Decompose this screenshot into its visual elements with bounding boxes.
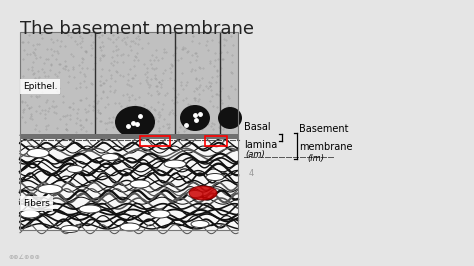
- Ellipse shape: [150, 210, 170, 218]
- FancyBboxPatch shape: [20, 32, 238, 230]
- Ellipse shape: [79, 205, 101, 213]
- Ellipse shape: [189, 186, 217, 200]
- Ellipse shape: [187, 190, 203, 197]
- Text: Basal: Basal: [244, 123, 271, 132]
- Ellipse shape: [130, 180, 150, 188]
- Ellipse shape: [218, 107, 242, 129]
- Text: Fibers: Fibers: [23, 199, 50, 208]
- FancyBboxPatch shape: [20, 134, 238, 139]
- Ellipse shape: [206, 173, 224, 181]
- Ellipse shape: [20, 210, 40, 218]
- Ellipse shape: [67, 165, 83, 172]
- Text: ⊕⊕∠⊕⊕⊕: ⊕⊕∠⊕⊕⊕: [8, 255, 40, 260]
- Text: 4: 4: [249, 169, 254, 178]
- Text: membrane: membrane: [299, 142, 353, 152]
- Ellipse shape: [27, 148, 49, 157]
- Ellipse shape: [38, 185, 62, 193]
- Ellipse shape: [180, 105, 210, 131]
- Text: The basement membrane: The basement membrane: [20, 20, 254, 38]
- Text: Epithel.: Epithel.: [23, 82, 57, 91]
- Ellipse shape: [191, 221, 209, 227]
- FancyBboxPatch shape: [20, 139, 238, 230]
- Text: Basement: Basement: [299, 124, 348, 135]
- Ellipse shape: [61, 226, 79, 232]
- Ellipse shape: [164, 160, 186, 168]
- Text: (lm): (lm): [307, 155, 324, 164]
- Ellipse shape: [101, 153, 119, 160]
- FancyBboxPatch shape: [20, 32, 238, 134]
- Text: lamina: lamina: [244, 139, 277, 149]
- Ellipse shape: [115, 106, 155, 138]
- Text: (am): (am): [245, 149, 265, 159]
- Ellipse shape: [120, 223, 140, 231]
